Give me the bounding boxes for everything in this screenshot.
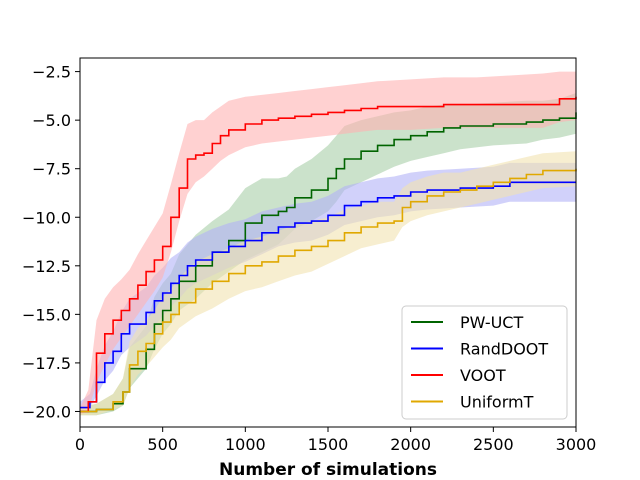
- x-tick-label: 2500: [473, 435, 514, 454]
- legend-label-randdoot: RandDOOT: [460, 340, 548, 359]
- x-axis-title: Number of simulations: [219, 460, 437, 480]
- series-lines: [80, 96, 577, 413]
- legend-label-uniformt: UniformT: [460, 393, 534, 412]
- x-axis: 0 500 1000 1500 2000 2500 3000: [75, 427, 596, 454]
- x-tick-label: 1500: [308, 435, 349, 454]
- x-tick-label: 500: [147, 435, 178, 454]
- y-tick-label: −7.5: [32, 160, 71, 179]
- x-tick-label: 1000: [225, 435, 266, 454]
- x-tick-label: 3000: [556, 435, 597, 454]
- band-voot: [80, 71, 576, 416]
- legend-label-pw-uct: PW-UCT: [460, 313, 523, 332]
- y-tick-label: −17.5: [22, 354, 71, 373]
- line-voot: [80, 96, 577, 413]
- legend-box: [401, 305, 568, 420]
- legend-label-voot: VOOT: [460, 366, 506, 385]
- y-tick-label: −10.0: [22, 208, 71, 227]
- line-randdoot: [80, 181, 576, 409]
- y-tick-label: −12.5: [22, 257, 71, 276]
- legend: PW-UCT RandDOOT VOOT UniformT: [401, 305, 568, 420]
- y-tick-label: −5.0: [32, 111, 71, 130]
- y-tick-label: −15.0: [22, 305, 71, 324]
- y-axis: −20.0 −17.5 −15.0 −12.5 −10.0 −7.5 −5.0 −2.5: [22, 63, 80, 421]
- x-tick-label: 0: [75, 435, 85, 454]
- line-uniformt: [80, 168, 577, 413]
- y-tick-label: −2.5: [32, 63, 71, 82]
- y-tick-label: −20.0: [22, 402, 71, 421]
- x-tick-label: 2000: [390, 435, 431, 454]
- line-pw-uct: [80, 112, 577, 413]
